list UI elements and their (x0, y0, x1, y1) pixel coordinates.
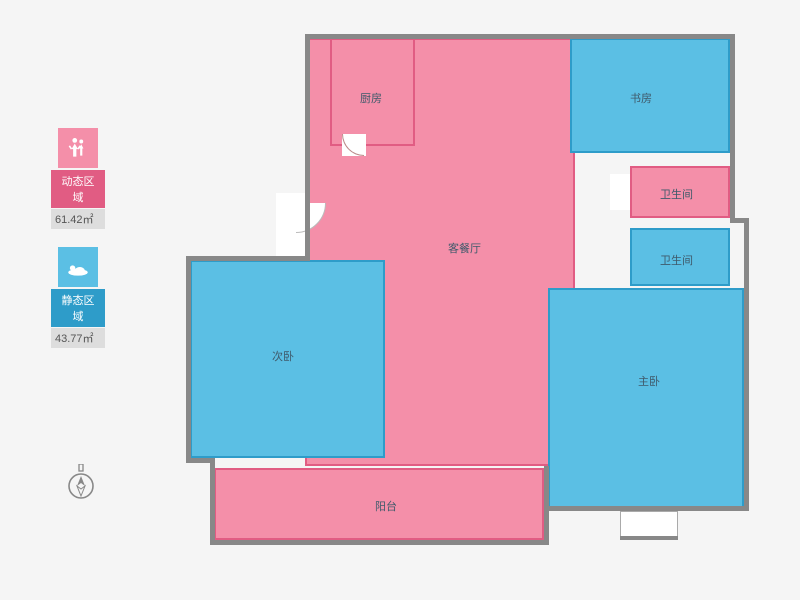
legend-dynamic-value: 61.42㎡ (51, 209, 105, 229)
legend-static-value: 43.77㎡ (51, 328, 105, 348)
door-bath1 (610, 174, 630, 210)
legend-dynamic-label: 动态区域 (51, 170, 105, 208)
wall (186, 256, 191, 462)
legend-dynamic: 动态区域 61.42㎡ (58, 128, 105, 229)
label-second-bed: 次卧 (272, 348, 294, 364)
wall (305, 34, 735, 39)
legend-static-label: 静态区域 (51, 289, 105, 327)
legend: 动态区域 61.42㎡ 静态区域 43.77㎡ (58, 128, 105, 366)
floorplan: 厨房 书房 卫生间 客餐厅 卫生间 次卧 主卧 阳台 (190, 28, 750, 573)
exterior-unit (620, 511, 678, 539)
wall (210, 540, 548, 545)
wall (730, 218, 748, 223)
wall (305, 34, 310, 260)
label-living: 客餐厅 (448, 240, 481, 256)
wall (744, 218, 749, 511)
label-balcony: 阳台 (375, 498, 397, 514)
wall (186, 256, 310, 261)
sleep-icon (65, 254, 91, 280)
legend-dynamic-icon (58, 128, 98, 168)
wall (730, 34, 735, 222)
label-kitchen: 厨房 (360, 90, 382, 106)
wall (210, 458, 215, 544)
label-master-bed: 主卧 (638, 373, 660, 389)
people-icon (65, 135, 91, 161)
legend-static: 静态区域 43.77㎡ (58, 247, 105, 348)
label-study: 书房 (630, 90, 652, 106)
compass-icon (66, 464, 96, 502)
wall (620, 536, 678, 540)
label-bath1: 卫生间 (660, 186, 693, 202)
legend-static-icon (58, 247, 98, 287)
room-master-bed (548, 288, 744, 508)
label-bath2: 卫生间 (660, 252, 693, 268)
